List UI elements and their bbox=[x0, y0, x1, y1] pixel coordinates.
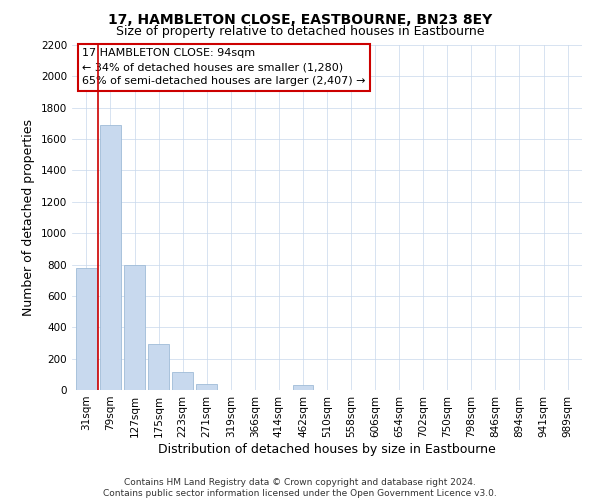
Text: Size of property relative to detached houses in Eastbourne: Size of property relative to detached ho… bbox=[116, 25, 484, 38]
Bar bbox=[172, 372, 193, 390]
Text: 17 HAMBLETON CLOSE: 94sqm
← 34% of detached houses are smaller (1,280)
65% of se: 17 HAMBLETON CLOSE: 94sqm ← 34% of detac… bbox=[82, 48, 366, 86]
Text: Contains HM Land Registry data © Crown copyright and database right 2024.
Contai: Contains HM Land Registry data © Crown c… bbox=[103, 478, 497, 498]
Bar bbox=[293, 386, 313, 390]
Bar bbox=[196, 384, 217, 390]
X-axis label: Distribution of detached houses by size in Eastbourne: Distribution of detached houses by size … bbox=[158, 442, 496, 456]
Bar bbox=[124, 264, 145, 390]
Bar bbox=[148, 344, 169, 390]
Y-axis label: Number of detached properties: Number of detached properties bbox=[22, 119, 35, 316]
Bar bbox=[100, 125, 121, 390]
Bar bbox=[76, 268, 97, 390]
Text: 17, HAMBLETON CLOSE, EASTBOURNE, BN23 8EY: 17, HAMBLETON CLOSE, EASTBOURNE, BN23 8E… bbox=[108, 12, 492, 26]
